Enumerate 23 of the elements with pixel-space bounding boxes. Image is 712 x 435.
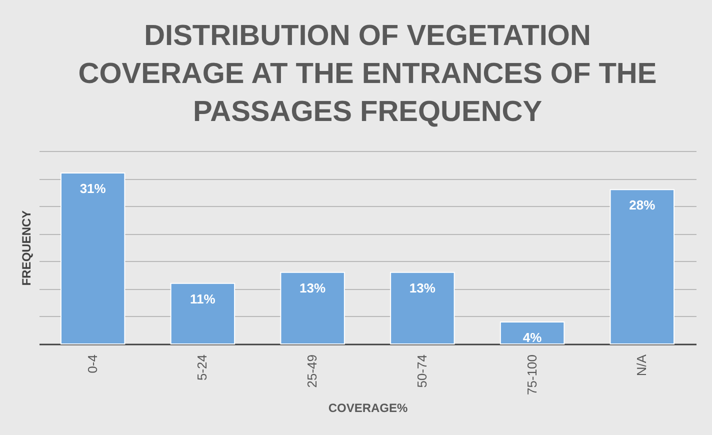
x-tick-label: 50-74 [414,354,430,388]
x-tick-label: 5-24 [194,354,210,381]
x-tick-label: 25-49 [304,354,320,388]
text: COVERAGE AT THE ENTRANCES OF THE [78,58,657,90]
x-tick-label: 75-100 [524,354,540,395]
bar [500,321,565,344]
data-label: 11% [190,291,216,306]
data-label: 13% [300,280,326,296]
bar [610,189,675,344]
data-label: 4% [522,330,542,345]
x-axis-title: COVERAGE% [328,400,408,415]
text: DISTRIBUTION OF VEGETATION [144,20,591,52]
data-label: 31% [80,181,106,196]
bar [280,272,345,344]
x-tick-label: N/A [634,354,650,376]
data-label: 28% [629,198,656,213]
bar [170,282,236,344]
y-axis-title: FREQUENCY [20,210,34,286]
x-tick-label: 0-4 [84,354,100,374]
data-label: 13% [409,280,436,296]
text: PASSAGES FREQUENCY [192,96,542,128]
bar [60,172,126,344]
bar [390,272,455,344]
